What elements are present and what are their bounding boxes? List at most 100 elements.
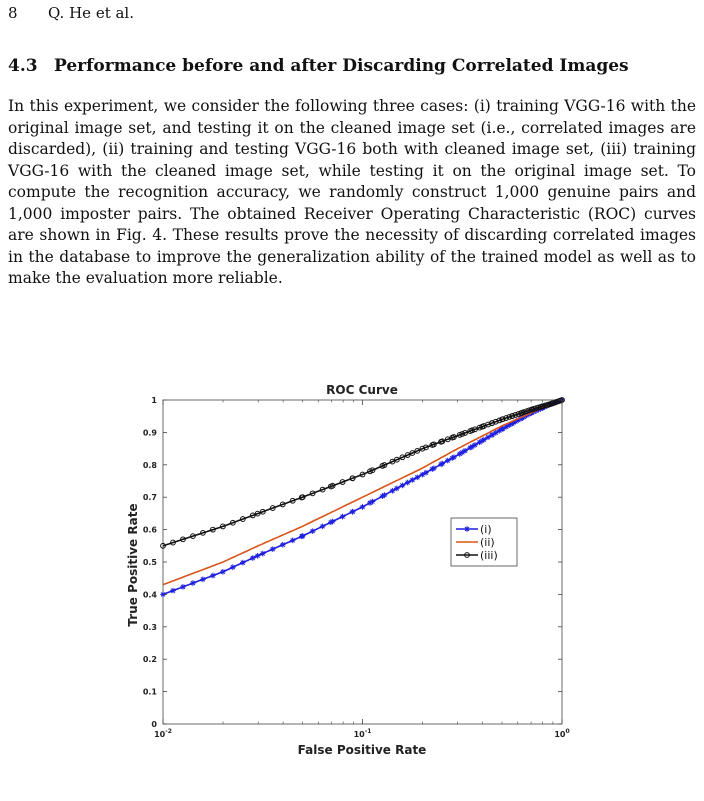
- series-marker-3: [269, 505, 276, 511]
- series-marker-1: [381, 492, 388, 498]
- series-marker-3: [299, 494, 306, 501]
- series-marker-1: [485, 434, 491, 441]
- series-marker-3: [209, 526, 216, 533]
- legend-marker-1: [464, 526, 470, 532]
- series-marker-3: [430, 441, 437, 448]
- y-tick-label: 0.5: [143, 558, 158, 567]
- series-marker-3: [369, 467, 376, 474]
- series-marker-3: [489, 420, 496, 426]
- y-tick-label: 1: [151, 396, 157, 405]
- series-marker-3: [329, 482, 336, 489]
- section-heading: 4.3 Performance before and after Discardi…: [8, 56, 629, 76]
- y-axis-title: True Positive Rate: [126, 503, 140, 626]
- series-marker-3: [409, 450, 416, 456]
- x-tick-label: 10-2: [154, 728, 172, 739]
- series-line-3: [162, 399, 563, 547]
- series-marker-1: [444, 457, 451, 464]
- series-marker-3: [200, 529, 206, 536]
- series-marker-1: [423, 469, 429, 476]
- series-marker-1: [481, 436, 487, 443]
- series-marker-1: [500, 425, 506, 432]
- series-marker-1: [509, 420, 516, 427]
- x-tick-label: 10-1: [354, 728, 372, 739]
- series-marker-1: [519, 415, 525, 421]
- series-marker-1: [472, 442, 478, 448]
- series-marker-3: [462, 430, 468, 436]
- series-marker-1: [279, 541, 286, 548]
- series-marker-3: [509, 413, 516, 419]
- series-marker-1: [439, 460, 446, 467]
- series-marker-1: [449, 455, 456, 461]
- series-marker-1: [467, 444, 473, 451]
- series-marker-1: [309, 528, 316, 534]
- series-marker-1: [469, 443, 476, 450]
- series-marker-1: [289, 537, 296, 544]
- series-marker-1: [367, 500, 373, 506]
- series-marker-1: [419, 471, 426, 478]
- series-marker-3: [170, 539, 176, 546]
- roc-chart: 0 0.1 0.2 0.3 0.4 0.5 0.6 0.7 0.8 0.9 1 10-2 10-1 100…: [126, 383, 570, 757]
- y-tick-label: 0.4: [143, 590, 158, 599]
- series-marker-1: [379, 493, 386, 499]
- series-marker-1: [506, 422, 513, 428]
- series-marker-1: [414, 474, 421, 481]
- legend-label-3: (iii): [480, 549, 498, 562]
- series-marker-3: [160, 542, 166, 549]
- series-marker-1: [512, 418, 519, 425]
- author-line: Q. He et al.: [48, 4, 134, 22]
- series-marker-3: [319, 486, 326, 493]
- series-marker-3: [219, 523, 226, 530]
- legend: (i)(ii)(iii): [450, 517, 518, 567]
- series-marker-3: [289, 497, 296, 504]
- series-marker-3: [423, 444, 429, 451]
- series-marker-1: [254, 552, 261, 559]
- series-marker-1: [180, 584, 186, 590]
- series-marker-3: [229, 519, 236, 526]
- series-marker-1: [200, 576, 206, 583]
- series-marker-3: [414, 447, 421, 454]
- series-marker-3: [492, 418, 499, 425]
- series-marker-3: [451, 434, 457, 440]
- y-tick-label: 0: [151, 720, 157, 729]
- series-marker-3: [520, 409, 527, 416]
- legend-label-2: (ii): [480, 536, 495, 549]
- y-tick-label: 0.1: [143, 688, 158, 697]
- series-marker-3: [439, 438, 446, 445]
- series-marker-3: [279, 501, 286, 508]
- series-marker-1: [431, 465, 437, 472]
- series-marker-1: [369, 498, 376, 505]
- series-marker-3: [404, 452, 411, 458]
- series-marker-3: [506, 414, 513, 420]
- series-marker-1: [269, 546, 276, 552]
- series-marker-3: [456, 432, 463, 438]
- series-marker-1: [339, 513, 346, 520]
- y-tick-label: 0.9: [143, 428, 158, 437]
- y-tick-label: 0.3: [143, 623, 157, 632]
- series-marker-1: [328, 519, 334, 526]
- running-head: 8 Q. He et al.: [8, 4, 134, 22]
- series-marker-1: [456, 451, 463, 457]
- page-number: 8: [8, 4, 18, 22]
- series-marker-3: [339, 479, 346, 485]
- series-marker-1: [349, 508, 356, 515]
- series-marker-3: [180, 536, 186, 543]
- series-marker-1: [259, 550, 266, 557]
- series-marker-3: [239, 516, 246, 522]
- y-tick-label: 0.7: [143, 493, 157, 502]
- series-marker-1: [170, 587, 176, 594]
- series-marker-1: [329, 518, 336, 525]
- series-marker-1: [515, 417, 522, 423]
- series-marker-3: [526, 407, 532, 414]
- series-marker-3: [393, 456, 400, 463]
- series-marker-1: [299, 533, 306, 539]
- series-marker-1: [220, 568, 226, 575]
- section-title: Performance before and after Discarding …: [54, 56, 629, 76]
- roc-figure: 0 0.1 0.2 0.3 0.4 0.5 0.6 0.7 0.8 0.9 1 10-2 10-1 100…: [0, 372, 704, 797]
- series-marker-3: [523, 408, 530, 415]
- series-marker-1: [459, 449, 466, 456]
- series-marker-1: [230, 564, 236, 571]
- series-marker-3: [469, 427, 476, 434]
- series-marker-1: [359, 504, 366, 510]
- x-tick-label: 100: [554, 728, 569, 739]
- series-marker-1: [210, 572, 216, 579]
